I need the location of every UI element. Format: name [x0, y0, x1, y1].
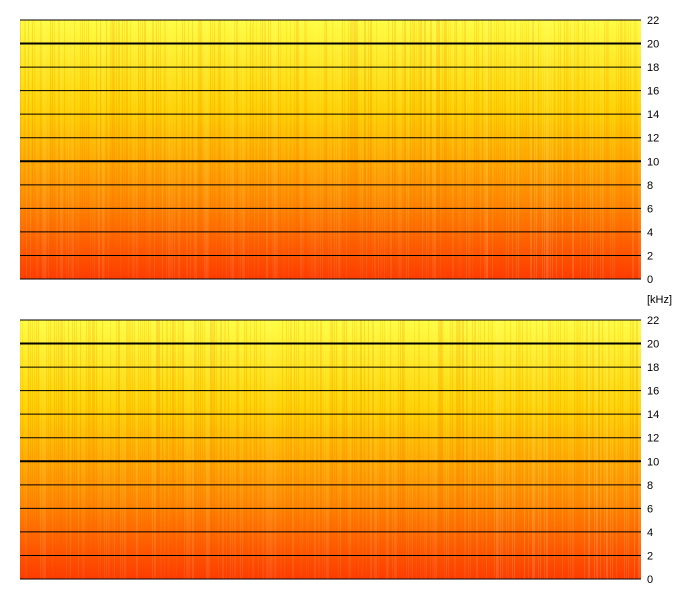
- y-tick-label-top-6: 6: [647, 203, 653, 215]
- y-tick-label-top-8: 8: [647, 180, 653, 192]
- y-tick-label-bottom-22: 22: [647, 315, 659, 327]
- y-tick-label-bottom-20: 20: [647, 339, 659, 351]
- y-tick-label-bottom-14: 14: [647, 409, 659, 421]
- y-tick-label-bottom-18: 18: [647, 362, 659, 374]
- y-tick-label-top-10: 10: [647, 156, 659, 168]
- y-tick-label-top-18: 18: [647, 62, 659, 74]
- spectrogram-heatmap-top: [20, 20, 641, 279]
- y-tick-label-bottom-4: 4: [647, 527, 653, 539]
- y-tick-label-top-16: 16: [647, 86, 659, 98]
- y-tick-label-top-14: 14: [647, 109, 659, 121]
- y-tick-label-top-22: 22: [647, 15, 659, 27]
- y-tick-label-top-0: 0: [647, 274, 653, 286]
- spectrogram-texture-bottom: [20, 320, 642, 579]
- y-tick-label-top-12: 12: [647, 133, 659, 145]
- spectrogram-heatmap-bottom: [20, 320, 641, 579]
- y-tick-label-top-4: 4: [647, 227, 653, 239]
- y-tick-label-bottom-12: 12: [647, 433, 659, 445]
- y-tick-label-top-2: 2: [647, 250, 653, 262]
- y-tick-label-bottom-16: 16: [647, 386, 659, 398]
- spectrogram-panel-top: 0 2 4 6 8 10 12 14 16 18 20 22: [20, 15, 659, 286]
- y-tick-label-bottom-8: 8: [647, 480, 653, 492]
- y-tick-label-bottom-0: 0: [647, 574, 653, 586]
- y-tick-label-bottom-2: 2: [647, 550, 653, 562]
- spectrogram-panel-bottom: 0 2 4 6 8 10 12 14 16 18 20 22: [20, 315, 659, 586]
- frequency-unit-label: [kHz]: [647, 294, 672, 306]
- spectrogram-texture-top: [20, 20, 641, 279]
- y-tick-label-bottom-10: 10: [647, 456, 659, 468]
- y-tick-label-top-20: 20: [647, 39, 659, 51]
- y-tick-label-bottom-6: 6: [647, 503, 653, 515]
